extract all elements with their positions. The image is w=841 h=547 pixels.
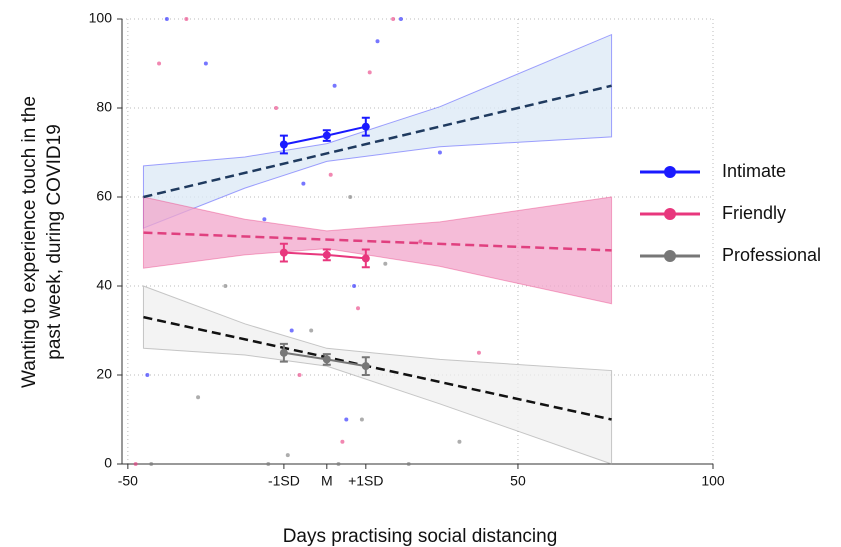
y-tick-label: 60 xyxy=(96,188,112,204)
legend-marker xyxy=(664,250,676,262)
scatter-point xyxy=(223,284,228,288)
scatter-point xyxy=(184,17,189,21)
y-tick-label: 40 xyxy=(96,277,112,293)
scatter-point xyxy=(328,172,333,177)
scatter-point xyxy=(406,462,411,466)
scatter-point xyxy=(398,17,403,21)
scatter-point xyxy=(336,462,341,466)
x-tick-label: 100 xyxy=(701,473,725,489)
mean-point xyxy=(361,362,370,371)
x-tick-label: 50 xyxy=(510,473,526,489)
confidence-band xyxy=(142,285,613,465)
scatter-point xyxy=(356,306,361,311)
legend-label: Intimate xyxy=(722,161,786,181)
scatter-point xyxy=(391,17,396,21)
regression-line xyxy=(143,84,612,199)
x-tick-label: -1SD xyxy=(268,473,300,489)
scatter-point xyxy=(164,17,169,21)
scatter-point xyxy=(437,150,442,155)
scatter-point xyxy=(262,217,267,222)
scatter-point xyxy=(145,373,150,377)
legend-label: Professional xyxy=(722,245,821,265)
legend-label: Friendly xyxy=(722,203,786,223)
scatter-point xyxy=(367,70,372,75)
scatter-point xyxy=(457,439,462,444)
mean-point xyxy=(279,348,288,357)
confidence-band xyxy=(142,33,613,229)
scatter-point xyxy=(309,328,314,333)
y-tick-label: 100 xyxy=(89,10,113,26)
scatter-point xyxy=(196,395,201,400)
scatter-point xyxy=(203,61,208,66)
scatter-point xyxy=(340,439,345,444)
scatter-point xyxy=(149,462,154,466)
mean-point xyxy=(322,355,331,364)
mean-point xyxy=(361,122,370,131)
regression-line xyxy=(143,315,612,421)
x-tick-label: -50 xyxy=(118,473,138,489)
scatter-point xyxy=(375,39,380,44)
y-tick-label: 80 xyxy=(96,99,112,115)
scatter-point xyxy=(289,328,294,333)
scatter-point xyxy=(352,284,357,288)
axis-frame xyxy=(121,19,713,465)
x-tick-label: M xyxy=(321,473,333,489)
legend-marker xyxy=(664,166,676,178)
y-axis-label: Wanting to experience touch in the xyxy=(19,96,40,388)
mean-point xyxy=(361,254,370,263)
scatter-point xyxy=(359,417,364,422)
scatter-point xyxy=(285,453,290,458)
y-tick-label: 0 xyxy=(104,455,112,471)
scatter-point xyxy=(418,239,423,244)
mean-point xyxy=(322,250,331,259)
scatter-point xyxy=(274,106,279,110)
scatter-point xyxy=(133,462,138,466)
scatter-point xyxy=(266,462,271,466)
mean-point xyxy=(279,140,288,149)
scatter-point xyxy=(332,83,337,88)
x-axis-label: Days practising social distancing xyxy=(283,526,558,547)
scatter-point xyxy=(383,261,388,266)
y-axis-label: past week, during COVID19 xyxy=(44,124,65,360)
x-tick-label: +1SD xyxy=(348,473,383,489)
y-tick-label: 20 xyxy=(96,366,112,382)
scatter-point xyxy=(344,417,349,422)
mean-point xyxy=(322,131,331,140)
scatter-point xyxy=(157,61,162,66)
confidence-band xyxy=(142,196,613,305)
scatter-point xyxy=(301,181,306,186)
scatter-point xyxy=(297,373,302,377)
mean-point xyxy=(279,248,288,257)
regression-line xyxy=(143,231,612,252)
legend-marker xyxy=(664,208,676,220)
scatter-point xyxy=(348,195,353,199)
scatter-point xyxy=(476,350,481,355)
